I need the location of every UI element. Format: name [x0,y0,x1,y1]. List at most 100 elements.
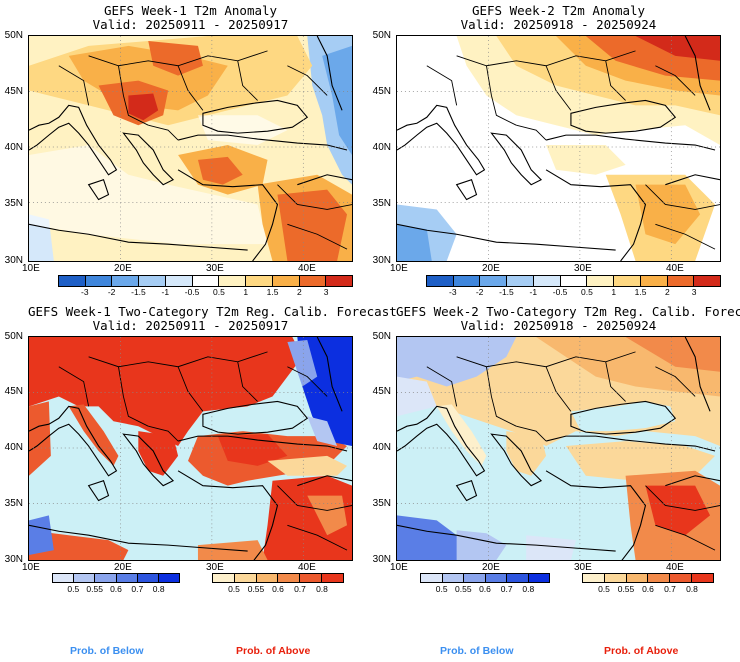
coastline-overlay [29,337,352,560]
map-week2-probability [396,336,721,561]
colorbar-swatch [587,276,615,286]
colorbar-tick-label: 0.7 [131,584,144,594]
colorbar-swatch [139,276,166,286]
lat-label-30n: 30N [4,554,23,565]
colorbar-swatch [583,574,605,582]
prob-above-colorbar-week1 [212,573,344,583]
colorbar-swatch [85,276,113,286]
colorbar-tick-label: 0.5 [212,287,225,297]
colorbar-tick-label: 0.6 [272,584,284,594]
lon-label-40e: 40E [298,263,316,274]
colorbar-swatch [158,574,180,582]
colorbar-tick-label: -2 [475,287,484,297]
colorbar-swatch [442,574,464,582]
colorbar-tick-label: -2 [107,287,116,297]
colorbar-swatch [626,574,649,582]
colorbar-tick-label: 3 [323,287,329,297]
colorbar-swatch [272,276,300,286]
panel-title: GEFS Week-1 T2m Anomaly [103,3,278,18]
colorbar-tick-label: -0.5 [184,287,200,297]
colorbar-swatch [234,574,257,582]
lat-label-30n: 30N [372,255,391,266]
colorbar-swatch [560,276,588,286]
colorbar-swatch [116,574,138,582]
lat-label-30n: 30N [4,255,23,266]
colorbar-tick-label: 0.55 [617,584,635,594]
colorbar-swatch [507,276,534,286]
lon-label-40e: 40E [666,263,684,274]
colorbar-tick-label: 2 [664,287,670,297]
colorbar-tick-label: 3 [691,287,697,297]
colorbar-tick-label: 0.7 [294,584,306,594]
panel-valid-dates: Valid: 20250918 - 20250924 [460,17,657,32]
lat-label-50n: 50N [4,331,23,342]
colorbar-swatch [219,276,247,286]
lat-label-45n: 45N [372,86,391,97]
lat-label-50n: 50N [372,30,391,41]
colorbar-swatch [648,574,671,582]
lon-label-10e: 10E [390,263,408,274]
colorbar-tick-label: 2 [296,287,302,297]
lat-label-35n: 35N [4,198,23,209]
colorbar-swatch [192,276,220,286]
colorbar-swatch [421,574,443,582]
lat-label-35n: 35N [4,498,23,509]
lon-label-30e: 30E [206,263,224,274]
lon-label-20e: 20E [114,263,132,274]
anomaly-field-week1 [29,36,352,261]
lon-label-10e: 10E [22,263,40,274]
colorbar-swatch [59,276,86,286]
colorbar-tick-label: 1 [243,287,249,297]
colorbar-tick-label: 0.8 [686,584,698,594]
colorbar-tick-label: 0.6 [642,584,654,594]
colorbar-swatch [427,276,454,286]
colorbar-swatch [278,574,301,582]
prob-below-colorbar-week1 [52,573,180,583]
colorbar-tick-label: 0.8 [316,584,328,594]
lat-label-35n: 35N [372,498,391,509]
map-week2-anomaly [396,35,721,262]
colorbar-swatch [604,574,627,582]
lon-label-10e: 10E [22,562,40,573]
colorbar-swatch [165,276,193,286]
colorbar-swatch [112,276,140,286]
lat-label-30n: 30N [372,554,391,565]
lon-label-20e: 20E [482,263,500,274]
colorbar-swatch [507,574,529,582]
panel-valid-dates: Valid: 20250911 - 20250917 [92,17,289,32]
colorbar-tick-label: 0.5 [598,584,610,594]
colorbar-swatch [213,574,235,582]
colorbar-swatch [74,574,96,582]
lat-label-40n: 40N [4,442,23,453]
lat-label-45n: 45N [4,386,23,397]
colorbar-tick-label: -1 [529,287,538,297]
coastline-overlay [29,36,352,261]
colorbar-tick-label: 0.7 [500,584,513,594]
colorbar-swatch [640,276,668,286]
lat-label-40n: 40N [372,142,391,153]
coastline-overlay [397,36,720,261]
colorbar-swatch [533,276,561,286]
probability-field-week2 [397,337,720,560]
colorbar-swatch [137,574,159,582]
panel-valid-dates: Valid: 20250911 - 20250917 [92,318,289,333]
lat-label-40n: 40N [4,142,23,153]
anomaly-colorbar-week1 [58,275,353,287]
lon-label-20e: 20E [482,562,500,573]
colorbar-swatch [246,276,273,286]
colorbar-tick-label: 0.6 [110,584,122,594]
colorbar-tick-label: -1.5 [499,287,514,297]
colorbar-tick-label: 0.5 [67,584,80,594]
colorbar-swatch [692,574,713,582]
anomaly-colorbar-week2 [426,275,721,287]
lon-label-30e: 30E [574,263,592,274]
prob-below-label-week2: Prob. of Below [440,645,514,657]
colorbar-swatch [464,574,486,582]
colorbar-tick-label: 0.55 [455,584,472,594]
colorbar-tick-label: 1.5 [634,287,647,297]
lon-label-40e: 40E [298,562,316,573]
colorbar-swatch [485,574,507,582]
colorbar-tick-label: -3 [81,287,89,297]
prob-above-label-week1: Prob. of Above [236,645,311,657]
colorbar-swatch [670,574,693,582]
